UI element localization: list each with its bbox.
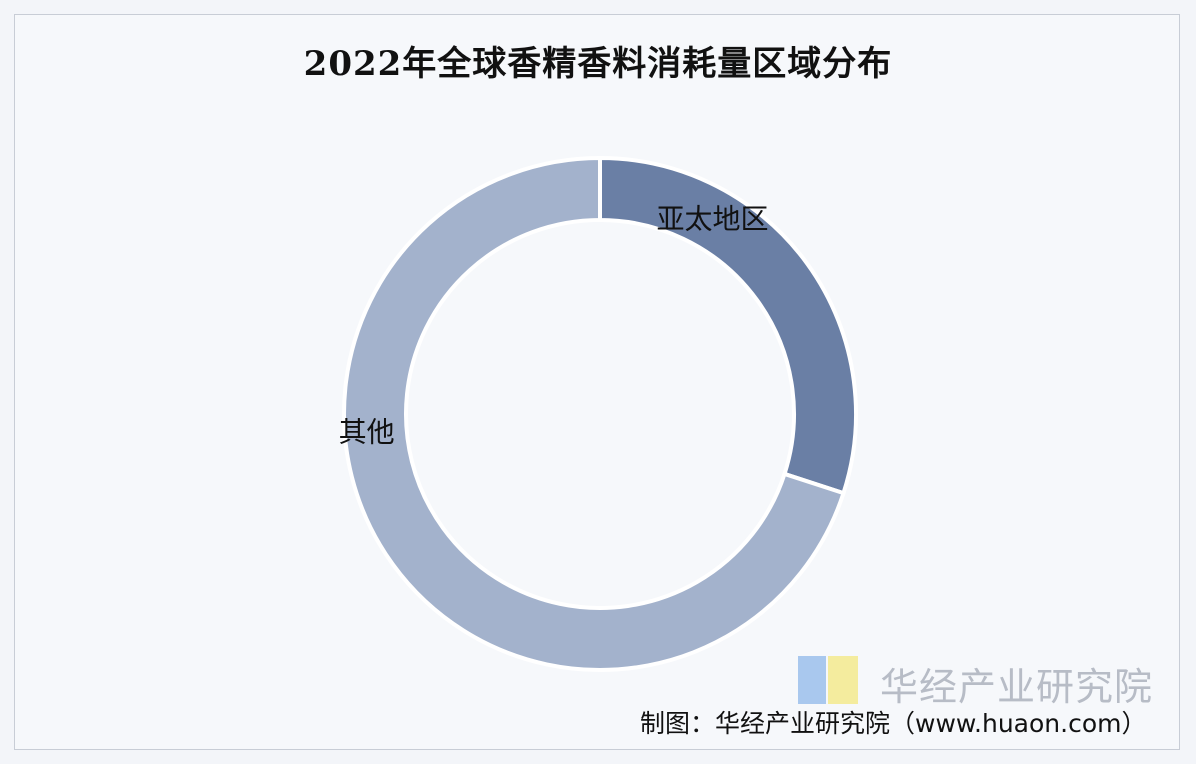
- slices-group: [342, 155, 858, 672]
- watermark-logo-icon: [798, 656, 826, 704]
- watermark: 华经产业研究院: [798, 652, 1178, 712]
- watermark-text: 华经产业研究院: [880, 665, 1154, 709]
- chart-title: 2022年全球香精香料消耗量区域分布: [303, 44, 893, 84]
- source-note: 制图：华经产业研究院（www.huaon.com）: [640, 709, 1147, 738]
- slice-label-1: 其他: [339, 416, 395, 449]
- slice-0: [598, 155, 858, 496]
- slice-1: [342, 155, 846, 672]
- slice-label-0: 亚太地区: [657, 202, 769, 235]
- watermark-logo-icon-b: [828, 656, 858, 704]
